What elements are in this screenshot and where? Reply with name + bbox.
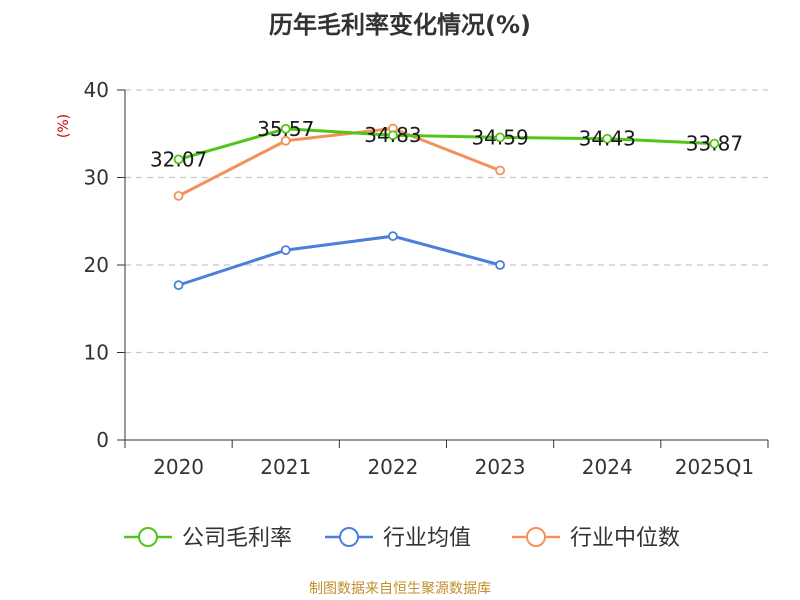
data-point (495, 165, 505, 176)
chart-title: 历年毛利率变化情况(%) (269, 11, 531, 39)
x-tick-label: 2021 (260, 455, 311, 479)
data-point (602, 133, 613, 144)
data-label: 34.83 (364, 123, 421, 147)
data-point (709, 138, 720, 149)
source-note: 制图数据来自恒生聚源数据库 (309, 581, 491, 597)
data-point (173, 154, 184, 165)
x-tick-label: 2023 (475, 455, 526, 479)
y-tick-label: 0 (96, 428, 109, 452)
data-label: 34.43 (579, 127, 636, 151)
legend-label: 行业均值 (383, 526, 471, 551)
data-point (495, 132, 505, 143)
data-point (280, 123, 291, 134)
grid-lines (125, 89, 768, 354)
x-tick-label: 2025Q1 (675, 455, 754, 479)
legend-marker (526, 527, 546, 547)
y-tick-label: 10 (84, 341, 109, 365)
data-point (388, 130, 398, 141)
y-tick-label: 20 (84, 253, 109, 277)
x-tick-labels: 2020 2021 2022 2023 2024 2025Q1 (153, 455, 754, 479)
x-tick-label: 2022 (367, 455, 418, 479)
series-line (177, 234, 502, 287)
data-label: 33.87 (686, 132, 743, 156)
data-point (280, 135, 291, 146)
legend-label: 行业中位数 (570, 526, 680, 551)
y-tick-label: 30 (84, 166, 109, 190)
legend-marker (339, 527, 359, 547)
y-tick-label: 40 (84, 78, 109, 102)
legend-label: 公司毛利率 (182, 526, 292, 551)
data-point (280, 245, 291, 256)
x-tick-label: 2020 (153, 455, 204, 479)
data-label: 35.57 (257, 117, 314, 141)
data-label: 32.07 (150, 147, 207, 171)
data-point (173, 190, 184, 201)
legend: 公司毛利率 行业均值 行业中位数 (124, 526, 680, 551)
series-line (177, 127, 502, 198)
series-line (177, 127, 716, 161)
data-labels: 32.07 35.57 34.83 34.59 34.43 33.87 (150, 117, 743, 172)
data-point (173, 280, 184, 291)
data-label: 34.59 (471, 125, 528, 149)
data-point (388, 231, 398, 242)
y-axis-unit-label: (%) (56, 114, 72, 138)
x-tick-label: 2024 (582, 455, 633, 479)
series-lines (173, 123, 720, 291)
legend-marker (138, 527, 158, 547)
axes (117, 89, 769, 448)
data-point (495, 260, 505, 270)
y-tick-labels: 0 10 20 30 40 (84, 78, 109, 452)
